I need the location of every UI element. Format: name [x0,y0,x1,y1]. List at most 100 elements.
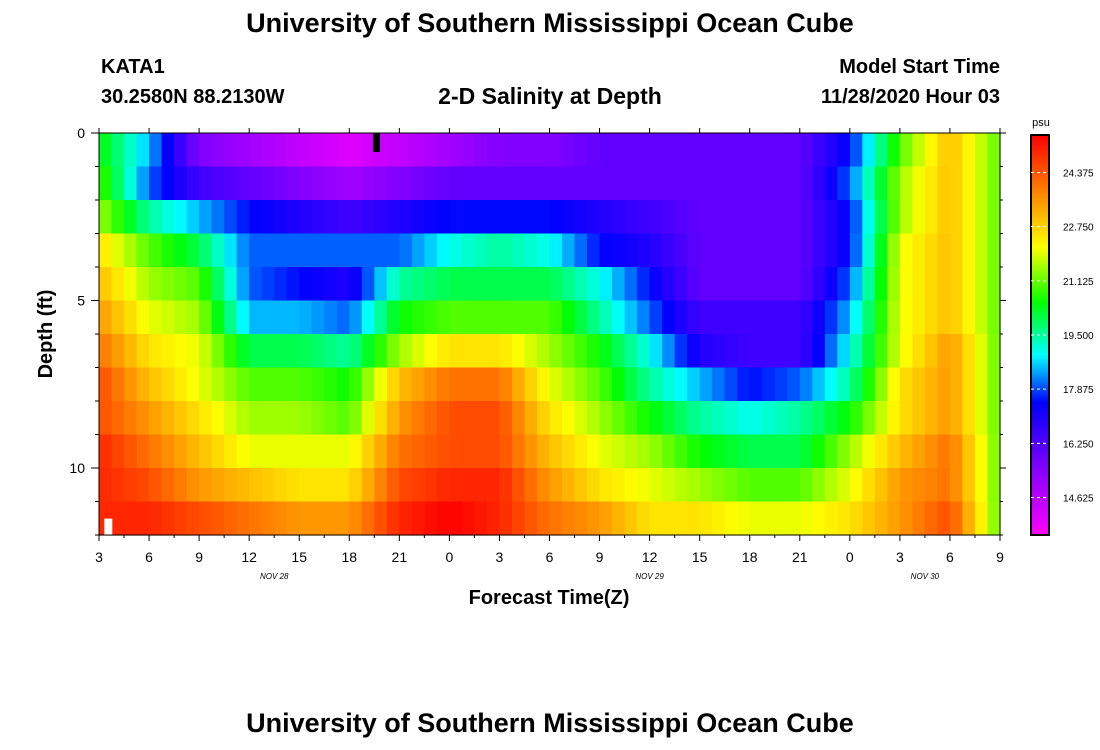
heatmap-cell [849,166,863,201]
heatmap-cell [411,166,425,201]
heatmap-cell [987,200,1001,235]
heatmap-cell [724,367,738,402]
heatmap-cell [186,133,200,168]
heatmap-cell [411,233,425,268]
heatmap-cell [199,200,213,235]
heatmap-cell [199,300,213,335]
heatmap-cell [887,267,901,302]
station-id: KATA1 [101,56,165,78]
heatmap-cell [812,367,826,402]
heatmap-cell [174,133,188,168]
heatmap-cell [774,200,788,235]
heatmap-cell [724,200,738,235]
heatmap-cell [837,334,851,369]
heatmap-cell [837,233,851,268]
heatmap-cell [149,367,163,402]
heatmap-cell [562,334,576,369]
heatmap-cell [987,434,1001,469]
heatmap-cell [174,501,188,536]
heatmap-cell [549,200,563,235]
heatmap-cell [687,468,701,503]
heatmap-cell [562,300,576,335]
heatmap-cell [749,434,763,469]
heatmap-cell [336,334,350,369]
heatmap-cell [974,267,989,302]
heatmap-cell [274,133,288,168]
heatmap-cell [562,468,576,503]
heatmap-cell [374,334,388,369]
heatmap-cell [687,133,701,168]
heatmap-cell [111,501,125,536]
heatmap-cell [762,166,776,201]
heatmap-cell [249,468,263,503]
heatmap-cell [249,267,263,302]
heatmap-cell [324,501,338,536]
heatmap-cell [436,166,450,201]
heatmap-cell [849,401,863,436]
heatmap-cell [99,367,113,402]
y-tick-label: 0 [77,125,85,141]
heatmap-cell [787,133,801,168]
heatmap-cell [449,468,463,503]
heatmap-cell [587,501,601,536]
heatmap-cell [912,133,926,168]
heatmap-cell [849,434,863,469]
heatmap-cell [662,401,676,436]
heatmap-cell [699,334,713,369]
heatmap-cell [874,434,888,469]
heatmap-cell [399,468,413,503]
heatmap-cell [311,200,325,235]
heatmap-cell [787,233,801,268]
heatmap-cell [374,267,388,302]
heatmap-cell [712,233,726,268]
heatmap-cell [124,166,138,201]
heatmap-cell [111,300,125,335]
heatmap-cell [161,166,175,201]
heatmap-cell [461,133,476,168]
heatmap-cell [674,200,688,235]
heatmap-cell [799,200,813,235]
heatmap-cell [637,468,651,503]
heatmap-cell [449,401,463,436]
heatmap-cell [549,133,563,168]
x-tick-label: 9 [195,549,203,565]
heatmap-cell [136,200,150,235]
x-axis-title: Forecast Time(Z) [469,587,630,609]
heatmap-cell [662,133,676,168]
heatmap-cell [449,300,463,335]
heatmap-cell [286,166,300,201]
heatmap-cell [687,166,701,201]
heatmap-cell [436,300,450,335]
heatmap-cell [974,401,989,436]
heatmap-cell [637,300,651,335]
heatmap-cell [386,166,400,201]
heatmap-cell [536,200,551,235]
heatmap-cell [887,468,901,503]
heatmap-cell [699,166,713,201]
heatmap-cell [687,233,701,268]
heatmap-cell [612,468,626,503]
heatmap-cell [912,501,926,536]
heatmap-cell [574,233,588,268]
heatmap-cell [461,468,476,503]
heatmap-cell [249,133,263,168]
heatmap-cell [837,434,851,469]
heatmap-cell [224,133,238,168]
heatmap-cell [536,166,551,201]
heatmap-cell [937,468,951,503]
heatmap-cell [436,200,450,235]
heatmap-cell [199,501,213,536]
heatmap-cell [261,267,275,302]
heatmap-cell [136,501,150,536]
heatmap-cell [862,166,876,201]
x-tick-label: 0 [846,549,854,565]
heatmap-cell [299,200,313,235]
heatmap-cell [574,200,588,235]
heatmap-cell [949,200,964,235]
heatmap-cell [987,267,1001,302]
heatmap-cell [712,468,726,503]
heatmap-cell [637,434,651,469]
heatmap-cell [549,367,563,402]
colorbar-label: 21.125 [1063,277,1094,288]
heatmap-cell [912,434,926,469]
